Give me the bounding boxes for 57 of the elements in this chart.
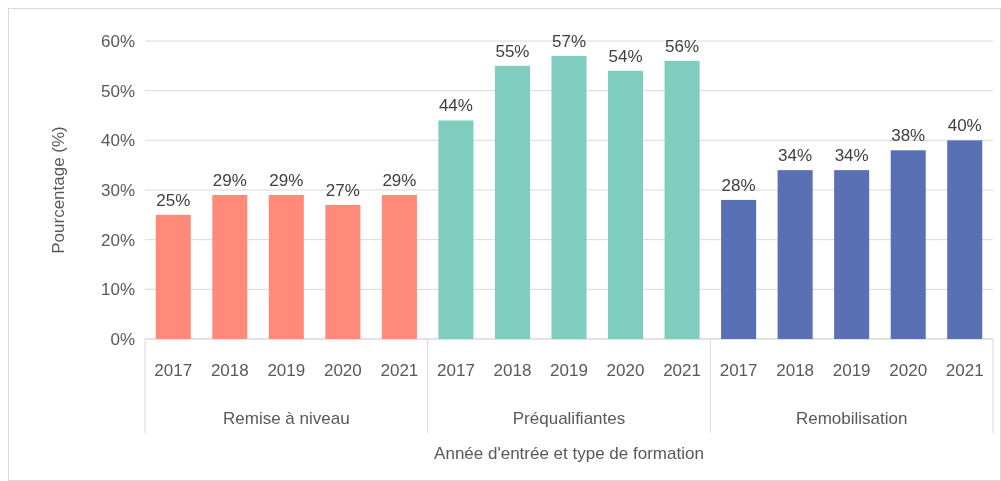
y-tick-label: 20% [100, 230, 135, 250]
bar [494, 65, 530, 339]
data-label: 29% [212, 170, 247, 190]
x-tick-label: 2020 [323, 361, 362, 380]
y-tick-label: 10% [100, 280, 135, 300]
x-tick-label: 2017 [154, 361, 193, 380]
bar [325, 204, 361, 339]
bar [834, 170, 870, 339]
x-tick-label: 2019 [550, 361, 588, 380]
y-tick-label: 40% [100, 131, 135, 151]
bar [890, 150, 926, 339]
x-tick-label: 2021 [663, 361, 701, 380]
data-label: 34% [778, 146, 813, 166]
x-tick-label: 2018 [493, 361, 532, 380]
bar [381, 194, 417, 339]
data-label: 40% [947, 116, 982, 136]
text: Remobilisation [795, 409, 908, 428]
data-label: 34% [834, 146, 869, 166]
bar [268, 194, 304, 339]
data-label: 56% [665, 36, 700, 56]
bar [438, 120, 474, 339]
bar [947, 140, 983, 339]
data-label: 29% [269, 170, 304, 190]
y-tick-label: 0% [110, 329, 135, 349]
bar [212, 194, 248, 339]
bar [551, 55, 587, 339]
x-tick-label: 2018 [776, 361, 815, 380]
x-tick-label: 2021 [945, 361, 984, 380]
text: Préqualifiantes [512, 409, 626, 428]
bar [608, 70, 644, 339]
x-tick-label: 2018 [210, 361, 249, 380]
x-tick-label: 2017 [719, 361, 758, 380]
y-tick-label: 60% [100, 31, 135, 51]
data-label: 38% [891, 126, 926, 146]
data-label: 44% [438, 96, 473, 116]
bar [664, 60, 700, 339]
x-axis-title: Année d'entrée et type de formation [434, 444, 704, 463]
data-label: 28% [721, 175, 756, 195]
x-tick-label: 2017 [437, 361, 475, 380]
bar [155, 214, 191, 339]
y-tick-label: 30% [100, 180, 135, 200]
bar [721, 199, 757, 339]
x-tick-label: 2021 [380, 361, 419, 380]
x-tick-label: 2020 [606, 361, 645, 380]
y-tick-label: 50% [100, 81, 135, 101]
x-tick-label: 2019 [267, 361, 306, 380]
data-label: 25% [156, 190, 191, 210]
data-label: 27% [325, 180, 360, 200]
data-label: 54% [608, 46, 643, 66]
y-axis-title: Pourcentage (%) [49, 126, 68, 254]
data-label: 29% [382, 170, 417, 190]
data-label: 55% [495, 41, 530, 61]
x-tick-label: 2020 [889, 361, 928, 380]
x-tick-label: 2019 [832, 361, 871, 380]
bar [777, 170, 813, 339]
data-label: 57% [551, 31, 587, 51]
text: Remise à niveau [223, 409, 350, 428]
